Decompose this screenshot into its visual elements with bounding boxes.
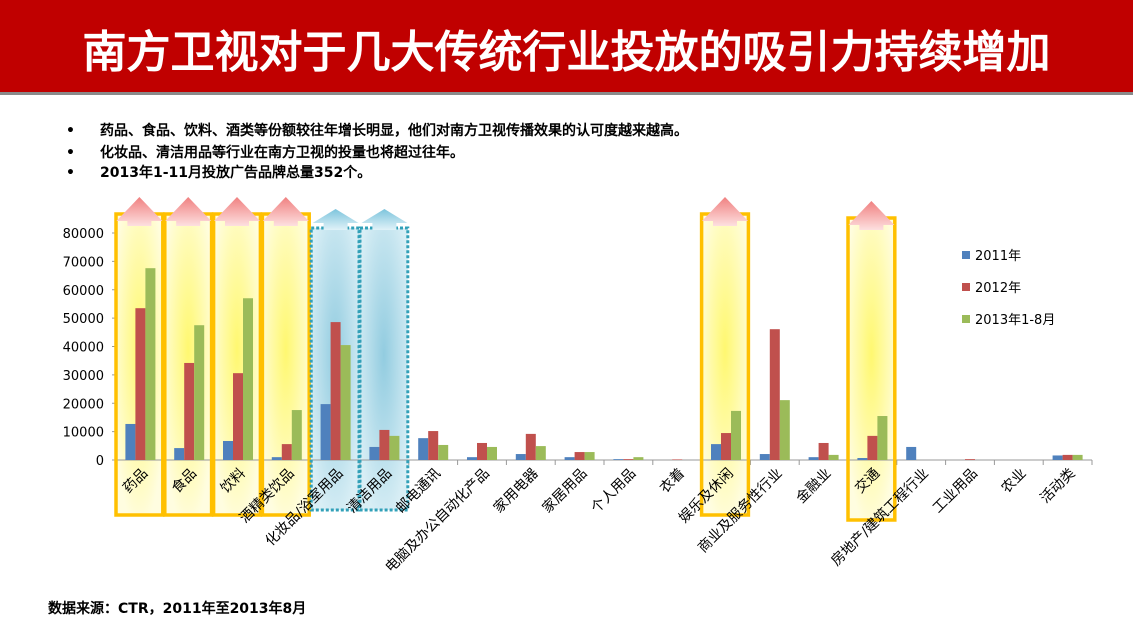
bar-2011年-酒精类饮品 bbox=[271, 457, 282, 460]
bar-2012年-家居用品 bbox=[574, 452, 585, 460]
bar-2013年1-8月-电脑及办公自动化产品 bbox=[487, 446, 497, 460]
bar-2013年1-8月-家用电器 bbox=[535, 446, 546, 460]
legend-label: 2013年1-8月 bbox=[975, 313, 1055, 328]
bar-2011年-电脑及办公自动化产品 bbox=[467, 457, 477, 460]
bar-2011年-交通 bbox=[857, 458, 868, 460]
bar-2012年-交通 bbox=[867, 435, 878, 460]
x-tick-label: 活动类 bbox=[1037, 466, 1078, 507]
x-tick-label: 个人用品 bbox=[588, 466, 639, 517]
bar-2013年1-8月-酒精类饮品 bbox=[291, 410, 302, 460]
bar-2013年1-8月-食品 bbox=[194, 325, 205, 460]
bar-2011年-化妆品/浴室用品 bbox=[320, 404, 331, 460]
bar-2012年-药品 bbox=[135, 308, 146, 460]
bar-2012年-商业及服务性行业 bbox=[769, 329, 780, 460]
bar-2013年1-8月-饮料 bbox=[243, 298, 253, 460]
highlight-box-15 bbox=[848, 218, 895, 520]
bar-2012年-活动类 bbox=[1062, 454, 1073, 460]
bar-2012年-衣着 bbox=[672, 459, 683, 460]
y-tick-label: 70000 bbox=[63, 255, 104, 270]
highlight-box-3 bbox=[262, 214, 310, 515]
bullet-text: 2013年1-11月投放广告品牌总量352个。 bbox=[100, 165, 372, 181]
up-arrow-icon bbox=[702, 197, 748, 226]
y-tick-label: 0 bbox=[96, 454, 104, 469]
bar-2012年-化妆品/浴室用品 bbox=[330, 322, 341, 460]
bar-2013年1-8月-家居用品 bbox=[584, 452, 595, 460]
title-bar: 南方卫视对于几大传统行业投放的吸引力持续增加 bbox=[0, 0, 1133, 95]
bar-2013年1-8月-金融业 bbox=[828, 454, 839, 460]
bar-2012年-金融业 bbox=[818, 442, 829, 460]
bar-2012年-工业用品 bbox=[965, 459, 975, 460]
x-tick-label: 家用电器 bbox=[490, 465, 542, 517]
bar-2013年1-8月-活动类 bbox=[1072, 454, 1083, 460]
up-arrow-icon bbox=[361, 209, 408, 230]
bar-2013年1-8月-化妆品/浴室用品 bbox=[340, 345, 351, 460]
y-tick-label: 10000 bbox=[63, 426, 104, 441]
bar-2011年-娱乐及休闲 bbox=[711, 444, 721, 460]
bar-2012年-娱乐及休闲 bbox=[721, 433, 731, 460]
bar-2013年1-8月-交通 bbox=[877, 416, 888, 460]
bar-2011年-商业及服务性行业 bbox=[759, 454, 770, 460]
bar-2013年1-8月-个人用品 bbox=[633, 457, 644, 460]
bar-2012年-邮电通讯 bbox=[428, 431, 439, 460]
bullet-3: • 2013年1-11月投放广告品牌总量352个。 bbox=[66, 162, 371, 182]
data-source-note: 数据来源：CTR，2011年至2013年8月 bbox=[48, 601, 307, 617]
bar-2012年-家用电器 bbox=[525, 433, 536, 460]
bar-2013年1-8月-清洁用品 bbox=[389, 435, 400, 460]
legend-label: 2011年 bbox=[975, 249, 1021, 264]
bar-2011年-房地产/建筑工程行业 bbox=[906, 446, 917, 460]
legend-swatch bbox=[962, 315, 970, 323]
bar-2012年-酒精类饮品 bbox=[281, 444, 292, 460]
bullet-1: • 药品、食品、饮料、酒类等份额较往年增长明显，他们对南方卫视传播效果的认可度越来… bbox=[66, 120, 688, 140]
bar-2012年-电脑及办公自动化产品 bbox=[477, 442, 487, 460]
y-tick-label: 50000 bbox=[63, 312, 104, 327]
y-tick-label: 60000 bbox=[63, 284, 104, 299]
bar-2012年-食品 bbox=[184, 362, 195, 460]
bullet-text: 药品、食品、饮料、酒类等份额较往年增长明显，他们对南方卫视传播效果的认可度越来越… bbox=[100, 123, 688, 139]
page-title: 南方卫视对于几大传统行业投放的吸引力持续增加 bbox=[82, 27, 1051, 78]
bar-2013年1-8月-邮电通讯 bbox=[438, 444, 449, 460]
up-arrow-icon bbox=[165, 197, 212, 226]
x-tick-label: 衣着 bbox=[657, 466, 688, 497]
bar-2012年-饮料 bbox=[233, 373, 243, 460]
up-arrow-icon bbox=[848, 201, 895, 230]
x-tick-label: 工业用品 bbox=[930, 466, 981, 517]
bullet-2: • 化妆品、清洁用品等行业在南方卫视的投量也将超过往年。 bbox=[66, 142, 464, 162]
x-tick-label: 农业 bbox=[999, 466, 1030, 497]
up-arrow-icon bbox=[214, 197, 260, 226]
y-tick-label: 40000 bbox=[63, 341, 104, 356]
y-tick-label: 20000 bbox=[63, 397, 104, 412]
bar-2011年-家居用品 bbox=[564, 457, 575, 460]
x-tick-label: 家居用品 bbox=[539, 465, 591, 517]
bullet-icon: • bbox=[66, 123, 75, 139]
y-tick-label: 30000 bbox=[63, 369, 104, 384]
bar-2011年-药品 bbox=[125, 423, 136, 460]
up-arrow-icon bbox=[116, 197, 163, 226]
bar-2012年-清洁用品 bbox=[379, 429, 390, 460]
bar-2011年-个人用品 bbox=[613, 459, 624, 460]
highlight-box-5 bbox=[360, 228, 408, 510]
x-tick-label: 金融业 bbox=[793, 466, 834, 507]
bar-2012年-个人用品 bbox=[623, 459, 634, 460]
up-arrow-icon bbox=[312, 209, 359, 230]
legend-swatch bbox=[962, 283, 970, 291]
bar-2011年-清洁用品 bbox=[369, 446, 380, 460]
up-arrow-icon bbox=[262, 197, 309, 226]
y-tick-label: 80000 bbox=[63, 227, 104, 242]
bar-2013年1-8月-娱乐及休闲 bbox=[731, 410, 741, 460]
bar-2011年-邮电通讯 bbox=[418, 438, 429, 460]
legend-label: 2012年 bbox=[975, 281, 1021, 296]
bar-2011年-活动类 bbox=[1052, 455, 1063, 460]
highlight-box-12 bbox=[701, 214, 749, 515]
bullet-icon: • bbox=[66, 165, 75, 181]
bar-2011年-家用电器 bbox=[515, 454, 526, 460]
legend-swatch bbox=[962, 251, 970, 259]
bullet-icon: • bbox=[66, 145, 75, 161]
bullet-text: 化妆品、清洁用品等行业在南方卫视的投量也将超过往年。 bbox=[100, 145, 464, 161]
bar-2011年-饮料 bbox=[223, 440, 233, 460]
bar-2011年-金融业 bbox=[808, 457, 819, 460]
bar-2011年-食品 bbox=[174, 448, 185, 460]
bar-2013年1-8月-商业及服务性行业 bbox=[779, 400, 790, 460]
bar-2013年1-8月-药品 bbox=[145, 268, 156, 460]
